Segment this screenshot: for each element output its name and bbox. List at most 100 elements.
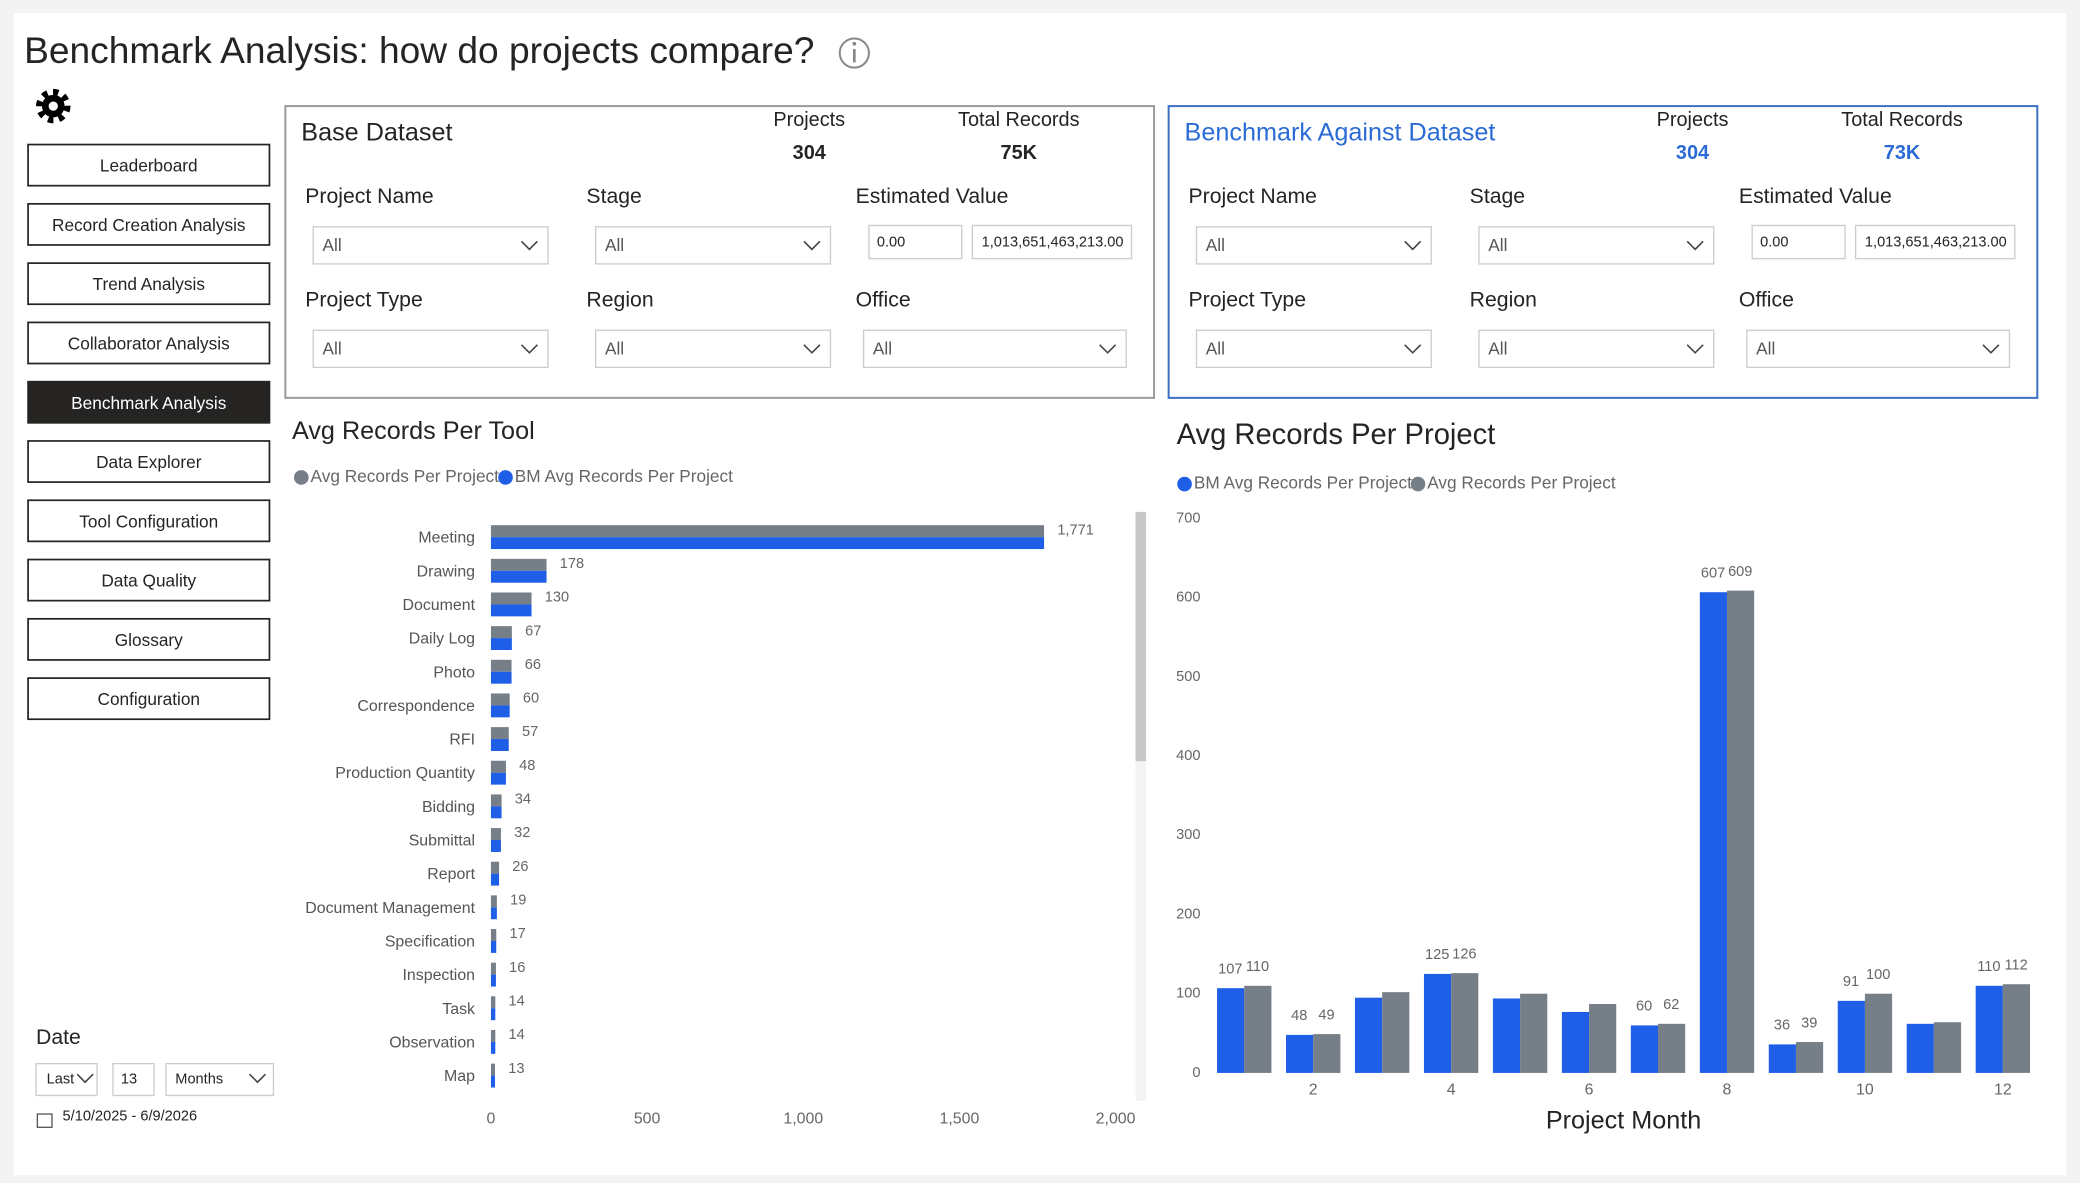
data-label: 48 bbox=[519, 758, 535, 774]
range-max[interactable] bbox=[1854, 224, 2016, 260]
nav-label: Tool Configuration bbox=[79, 511, 218, 531]
date-count[interactable] bbox=[112, 1062, 155, 1097]
nav-label: Leaderboard bbox=[100, 156, 198, 176]
nav-label: Glossary bbox=[115, 630, 183, 650]
nav-button[interactable] bbox=[27, 617, 271, 661]
bar bbox=[490, 659, 512, 672]
data-label: 66 bbox=[525, 657, 541, 673]
range-min[interactable] bbox=[868, 224, 963, 260]
nav-button[interactable] bbox=[27, 202, 271, 246]
dropdown[interactable] bbox=[862, 329, 1127, 369]
range-min[interactable] bbox=[1751, 224, 1846, 260]
x-tick-label: 12 bbox=[1994, 1081, 2012, 1098]
data-label: 1,771 bbox=[1057, 522, 1093, 538]
calendar-icon bbox=[36, 1113, 53, 1128]
y-tick-label: 300 bbox=[1176, 827, 1200, 843]
x-axis-title: Project Month bbox=[1546, 1107, 1701, 1135]
nav-button[interactable] bbox=[27, 262, 271, 306]
range-max[interactable] bbox=[971, 224, 1133, 260]
y-tick-label: 400 bbox=[1176, 748, 1200, 764]
bar bbox=[1768, 1044, 1796, 1073]
y-tick-label: 600 bbox=[1176, 590, 1200, 606]
bar bbox=[1561, 1011, 1590, 1073]
filter-label: Estimated Value bbox=[856, 185, 1009, 208]
bar bbox=[1423, 973, 1452, 1073]
bar bbox=[2002, 984, 2031, 1073]
nav-button[interactable] bbox=[27, 558, 271, 602]
x-tick-label: 1,000 bbox=[783, 1111, 823, 1128]
nav-label: Record Creation Analysis bbox=[52, 215, 246, 235]
records-value: 73K bbox=[1884, 142, 1921, 164]
records-label: Total Records bbox=[1841, 109, 1963, 131]
data-label: 60 bbox=[523, 691, 539, 707]
nav-button[interactable] bbox=[27, 321, 271, 365]
nav-button[interactable] bbox=[27, 440, 271, 483]
bar bbox=[490, 840, 501, 852]
dropdown-value: All bbox=[323, 235, 342, 255]
gear-teeth[interactable] bbox=[36, 88, 71, 124]
filter-label: Project Name bbox=[305, 185, 433, 208]
y-tick-label: 0 bbox=[1192, 1065, 1200, 1081]
chevron bbox=[1686, 240, 1704, 251]
bar bbox=[490, 861, 500, 874]
y-tick-label: Bidding bbox=[422, 799, 475, 816]
chevron bbox=[520, 240, 538, 251]
nav-button[interactable] bbox=[27, 677, 271, 721]
bar bbox=[490, 772, 506, 785]
x-tick-label: 500 bbox=[634, 1111, 661, 1128]
projects-value: 304 bbox=[1676, 142, 1709, 164]
dropdown[interactable] bbox=[1195, 329, 1432, 369]
bar bbox=[1864, 993, 1893, 1073]
bar bbox=[490, 1063, 495, 1076]
filter-label: Office bbox=[856, 289, 911, 312]
gear-hole bbox=[48, 101, 58, 111]
dropdown[interactable] bbox=[595, 329, 832, 369]
dropdown-value: All bbox=[323, 339, 342, 359]
bar bbox=[1354, 997, 1383, 1073]
nav-button[interactable] bbox=[27, 380, 271, 424]
data-label: 39 bbox=[1801, 1015, 1817, 1031]
y-tick-label: Photo bbox=[433, 664, 475, 681]
data-label: 67 bbox=[525, 623, 541, 639]
legend-label: Avg Records Per Project bbox=[311, 466, 500, 486]
dropdown[interactable] bbox=[1746, 329, 2011, 369]
dropdown[interactable] bbox=[1195, 226, 1432, 265]
bar bbox=[1726, 590, 1755, 1073]
chevron bbox=[76, 1073, 94, 1084]
y-tick-label: Daily Log bbox=[409, 631, 475, 648]
bar bbox=[490, 570, 547, 583]
nav-label: Configuration bbox=[98, 689, 201, 709]
data-label: 60 bbox=[1636, 999, 1652, 1015]
bar bbox=[1589, 1004, 1617, 1073]
dropdown-value: All bbox=[1756, 339, 1775, 359]
legend-swatch bbox=[1177, 476, 1192, 492]
bar bbox=[490, 794, 502, 807]
bar bbox=[1451, 973, 1479, 1073]
bar bbox=[490, 525, 1045, 538]
data-label: 49 bbox=[1318, 1007, 1334, 1023]
scroll-thumb[interactable] bbox=[1135, 511, 1147, 762]
range-max-value: 1,013,651,463,213.00 bbox=[982, 235, 1124, 251]
y-tick-label: Task bbox=[442, 1001, 475, 1018]
dropdown[interactable] bbox=[312, 226, 549, 265]
data-label: 36 bbox=[1774, 1018, 1790, 1034]
x-tick-label: 10 bbox=[1856, 1081, 1874, 1098]
chevron bbox=[1099, 344, 1117, 354]
y-tick-label: Observation bbox=[389, 1034, 475, 1051]
y-tick-label: 500 bbox=[1176, 669, 1200, 685]
nav-button[interactable] bbox=[27, 143, 271, 187]
dropdown[interactable] bbox=[1478, 226, 1715, 265]
dropdown[interactable] bbox=[595, 226, 832, 265]
nav-button[interactable] bbox=[27, 499, 271, 543]
bar bbox=[490, 806, 502, 819]
records-value: 75K bbox=[1001, 142, 1038, 164]
dropdown[interactable] bbox=[312, 329, 549, 369]
y-tick-label: Submittal bbox=[409, 833, 475, 850]
data-label: 125 bbox=[1425, 947, 1449, 963]
chevron bbox=[249, 1073, 267, 1084]
dropdown[interactable] bbox=[1478, 329, 1715, 369]
bar bbox=[490, 929, 497, 941]
bar bbox=[490, 705, 510, 718]
bar bbox=[490, 558, 547, 571]
